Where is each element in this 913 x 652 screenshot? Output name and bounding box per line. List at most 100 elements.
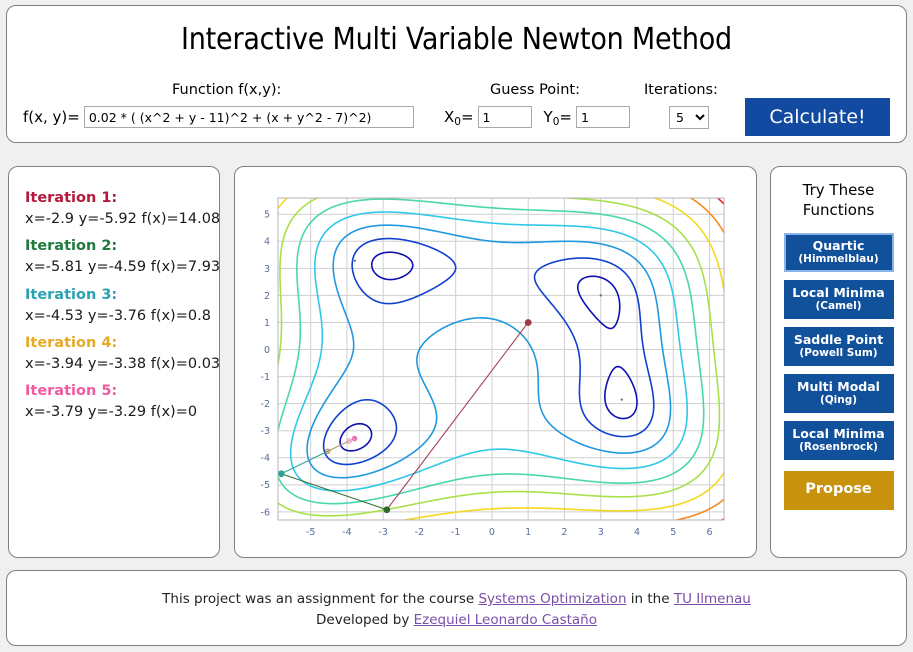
iteration-heading: Iteration 2: xyxy=(25,238,118,255)
systems-optimization-link[interactable]: Systems Optimization xyxy=(478,591,627,607)
contour-line xyxy=(278,198,289,209)
x-axis-tick-label: 3 xyxy=(598,527,604,538)
y-axis-tick-label: 1 xyxy=(264,318,270,329)
contour-line xyxy=(278,198,705,505)
calculate-button[interactable]: Calculate! xyxy=(745,98,890,136)
button-sub-label: (Rosenbrock) xyxy=(799,440,878,453)
x0-equals: = xyxy=(460,108,474,126)
button-sub-label: (Himmelblau) xyxy=(798,252,879,265)
iterations-select-wrap: 12345678910 xyxy=(669,106,709,129)
button-main-label: Local Minima xyxy=(792,425,885,441)
button-sub-label: (Camel) xyxy=(815,299,862,312)
iteration-heading: Iteration 4: xyxy=(25,334,118,351)
minimum-point xyxy=(620,398,623,401)
button-sub-label: (Qing) xyxy=(819,393,858,406)
x0-label: X0= xyxy=(444,108,474,128)
button-main-label: Local Minima xyxy=(792,284,885,300)
x-axis-tick-label: 4 xyxy=(634,527,640,538)
iteration-values: x=-2.9 y=-5.92 f(x)=14.08 xyxy=(25,211,221,228)
axis-tick-labels: -5 -4 -3 -2 -1 0 1 2 3 4 5 6 -6 -5 -4 -3 -2 -1 0 1 2 3 4 5 xyxy=(261,210,713,538)
y-axis-tick-label: -5 xyxy=(261,480,270,491)
function-preset-button-multi-modal[interactable]: Multi Modal (Qing) xyxy=(783,373,894,413)
iteration-values: x=-5.81 y=-4.59 f(x)=7.93 xyxy=(25,259,221,276)
footer-line-2: Developed by Ezequiel Leonardo Castaño xyxy=(7,610,906,631)
try-functions-panel: Try These Functions Quartic (Himmelblau) L… xyxy=(770,166,907,558)
contour-line xyxy=(351,237,457,305)
tu-ilmenau-link[interactable]: TU Ilmenau xyxy=(673,591,751,607)
minimum-point xyxy=(353,259,356,262)
x-axis-tick-label: 2 xyxy=(561,527,567,538)
y0-equals: = xyxy=(559,108,572,126)
contour-line xyxy=(306,224,672,479)
contour-lines xyxy=(278,198,724,520)
iteration-path-point xyxy=(524,319,532,326)
contour-line xyxy=(533,257,655,438)
contour-line xyxy=(339,422,373,452)
button-main-label: Multi Modal xyxy=(797,378,880,394)
function-preset-button-saddle-point[interactable]: Saddle Point (Powell Sum) xyxy=(783,326,894,366)
x-axis-tick-label: 0 xyxy=(489,527,495,538)
function-input[interactable] xyxy=(83,106,414,128)
controls-row: Function f(x,y): Guess Point: Iterations… xyxy=(7,78,908,140)
propose-button[interactable]: Propose xyxy=(783,470,894,510)
contour-line xyxy=(370,251,414,281)
grid-lines xyxy=(278,198,724,520)
iteration-values: x=-4.53 y=-3.76 f(x)=0.8 xyxy=(25,307,211,324)
y-axis-tick-label: 0 xyxy=(264,345,270,356)
footer-text-2: in the xyxy=(626,591,674,607)
iteration-path-segment xyxy=(386,322,529,511)
iteration-path-point xyxy=(346,438,352,444)
try-functions-title-line2: Functions xyxy=(802,201,875,220)
y-axis-tick-label: -4 xyxy=(261,453,270,464)
x-axis-tick-label: -5 xyxy=(306,527,315,538)
contour-line xyxy=(403,471,724,520)
try-functions-button-list: Quartic (Himmelblau) Local Minima (Camel) Sa… xyxy=(771,232,906,510)
iteration-result-item: Iteration 4: x=-3.94 y=-3.38 f(x)=0.03 xyxy=(25,334,221,373)
y-axis-tick-label: 2 xyxy=(264,291,270,302)
iteration-path-point xyxy=(324,448,331,455)
iteration-result-item: Iteration 1: x=-2.9 y=-5.92 f(x)=14.08 xyxy=(25,189,221,228)
x0-subscript: 0 xyxy=(454,116,461,128)
x-axis-tick-label: -3 xyxy=(378,527,387,538)
iteration-path xyxy=(277,319,532,514)
iteration-path-segment xyxy=(327,440,350,452)
try-functions-title-line1: Try These xyxy=(802,181,875,199)
try-functions-title: Try These Functions xyxy=(781,180,896,221)
contour-line xyxy=(289,211,688,492)
iteration-path-segment xyxy=(281,450,328,475)
y0-input[interactable] xyxy=(575,106,630,128)
iteration-values: x=-3.94 y=-3.38 f(x)=0.03 xyxy=(25,355,221,372)
function-preset-button-local-minima[interactable]: Local Minima (Rosenbrock) xyxy=(783,420,894,460)
author-link[interactable]: Ezequiel Leonardo Castaño xyxy=(413,611,597,628)
contour-plot[interactable]: -5 -4 -3 -2 -1 0 1 2 3 4 5 6 -6 -5 -4 -3 -2 -1 0 1 2 3 4 5 xyxy=(235,167,757,558)
iteration-path-point xyxy=(351,435,358,442)
y0-label: Y0= xyxy=(543,108,572,128)
contour-plot-panel[interactable]: -5 -4 -3 -2 -1 0 1 2 3 4 5 6 -6 -5 -4 -3 -2 -1 0 1 2 3 4 5 xyxy=(234,166,757,558)
iteration-path-point xyxy=(383,506,391,514)
x-axis-tick-label: 5 xyxy=(670,527,676,538)
contour-line xyxy=(690,198,724,234)
y-axis-tick-label: -2 xyxy=(261,399,270,410)
function-preset-button-local-minima[interactable]: Local Minima (Camel) xyxy=(783,279,894,319)
contour-line xyxy=(278,198,721,517)
minimum-point xyxy=(599,294,602,297)
iteration-heading: Iteration 3: xyxy=(25,286,118,303)
guess-point-row: X0= Y0= xyxy=(444,106,630,128)
contour-line xyxy=(675,498,724,520)
footer-line-1: This project was an assignment for the c… xyxy=(7,589,906,610)
button-main-label: Propose xyxy=(805,481,872,498)
iteration-path-point xyxy=(277,470,285,478)
plot-frame xyxy=(277,197,725,521)
function-preset-button-quartic[interactable]: Quartic (Himmelblau) xyxy=(783,232,894,272)
iteration-result-item: Iteration 2: x=-5.81 y=-4.59 f(x)=7.93 xyxy=(25,237,221,276)
function-input-row: f(x, y)= xyxy=(23,106,414,128)
x0-input[interactable] xyxy=(477,106,532,128)
function-prefix: f(x, y)= xyxy=(23,108,80,126)
iterations-select[interactable]: 12345678910 xyxy=(669,106,709,129)
x-axis-tick-label: -1 xyxy=(451,527,460,538)
iteration-path-segment xyxy=(281,473,387,511)
iteration-heading: Iteration 1: xyxy=(25,190,118,206)
contour-line xyxy=(604,365,638,420)
iteration-result-item: Iteration 3: x=-4.53 y=-3.76 f(x)=0.8 xyxy=(25,286,219,325)
